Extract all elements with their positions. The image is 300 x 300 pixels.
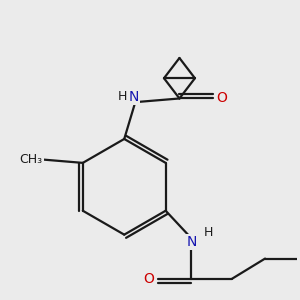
Text: O: O [216, 92, 227, 106]
Text: N: N [128, 90, 139, 104]
Text: N: N [186, 235, 197, 249]
Text: CH₃: CH₃ [20, 153, 43, 166]
Text: O: O [144, 272, 154, 286]
Text: H: H [118, 90, 127, 103]
Text: H: H [203, 226, 213, 239]
